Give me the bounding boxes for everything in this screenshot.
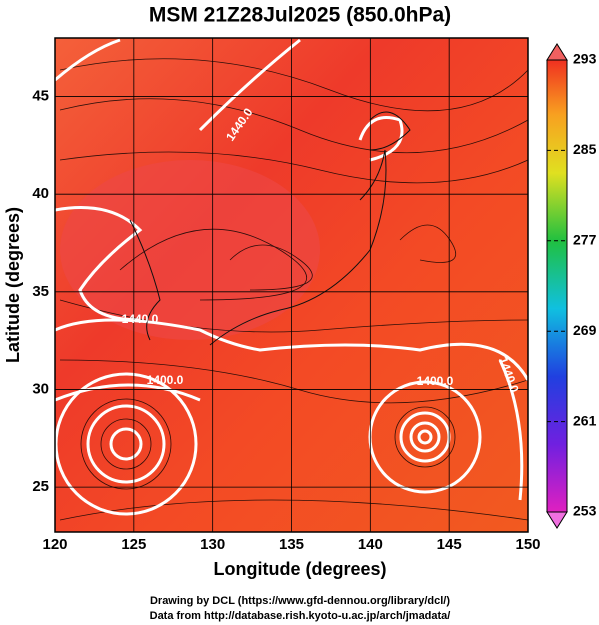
footer-line: Drawing by DCL (https://www.gfd-dennou.o… <box>150 595 450 607</box>
colorbar-tick-label: 261 <box>573 412 597 428</box>
colorbar-tick-label: 253 <box>573 503 597 519</box>
y-tick-label: 45 <box>32 88 49 105</box>
y-axis-label: Latitude (degrees) <box>3 207 23 363</box>
colorbar-tick-label: 285 <box>573 141 597 157</box>
contour-label: 1400.0 <box>147 373 184 387</box>
colorbar-bottom-arrow <box>546 511 568 529</box>
chart-title: MSM 21Z28Jul2025 (850.0hPa) <box>149 4 451 27</box>
y-tick-label: 40 <box>32 185 49 202</box>
x-tick-label: 120 <box>42 536 67 553</box>
contour-label: 1400.0 <box>417 374 454 388</box>
y-tick-label: 25 <box>32 478 49 495</box>
x-axis-label: Longitude (degrees) <box>213 559 386 579</box>
y-tick-label: 35 <box>32 283 49 300</box>
colorbar <box>546 59 568 513</box>
colorbar-tick-label: 269 <box>573 322 597 338</box>
x-tick-label: 135 <box>279 536 304 553</box>
colorbar-tick-label: 293 <box>573 51 597 67</box>
x-tick-label: 140 <box>358 536 383 553</box>
colorbar-top-arrow <box>546 43 568 61</box>
contours <box>55 38 528 516</box>
x-tick-label: 125 <box>121 536 146 553</box>
contour-label: 1440.0 <box>122 312 159 326</box>
plot-frame <box>54 37 529 533</box>
footer-line: Data from http://database.rish.kyoto-u.a… <box>150 610 451 622</box>
y-tick-label: 30 <box>32 380 49 397</box>
x-tick-label: 150 <box>515 536 540 553</box>
x-tick-label: 130 <box>200 536 225 553</box>
x-tick-label: 145 <box>437 536 462 553</box>
colorbar-tick-label: 277 <box>573 232 597 248</box>
warm-region <box>60 160 320 340</box>
